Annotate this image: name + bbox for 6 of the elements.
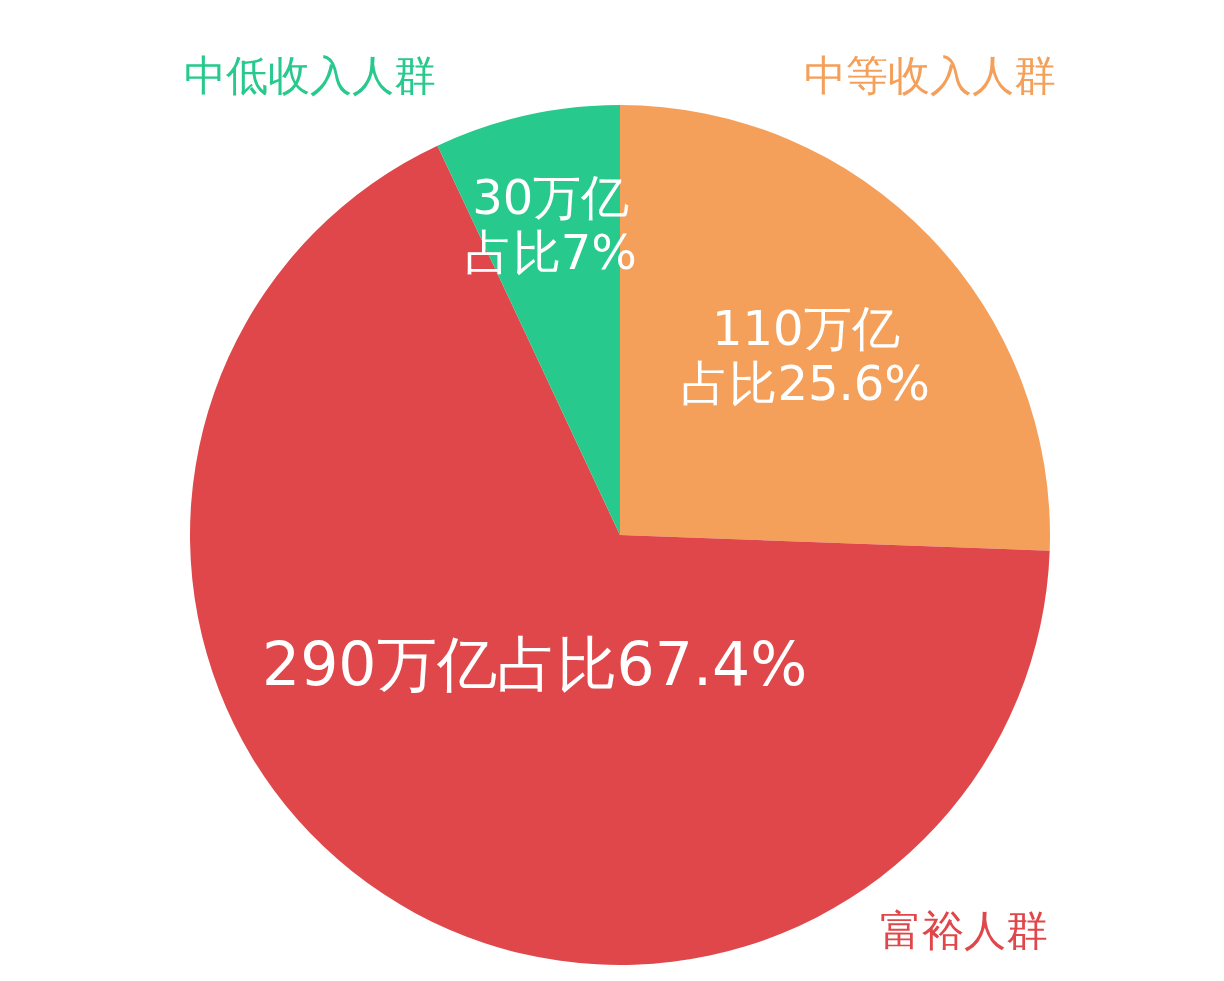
data-label: 110万亿占比25.6% [681,300,930,412]
slice-label: 中等收入人群 [803,51,1056,100]
slice-label: 中低收入人群 [184,51,437,100]
slice-label: 富裕人群 [880,906,1048,955]
pie-slice [190,145,1050,965]
data-label: 290万亿占比67.4% [262,629,808,700]
